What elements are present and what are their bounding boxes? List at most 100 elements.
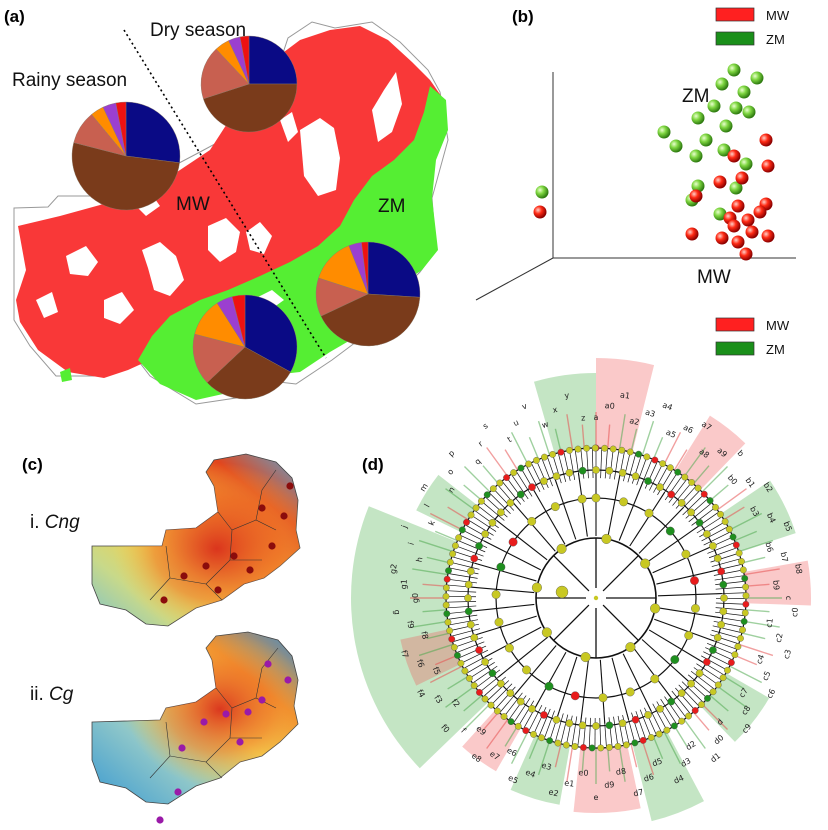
clade-label: l — [423, 503, 432, 509]
clade-stick — [641, 740, 655, 776]
tree-node — [455, 534, 463, 542]
tree-node — [717, 620, 726, 629]
tree-branch — [613, 716, 619, 747]
tree-branch — [455, 545, 484, 557]
clade-stick — [734, 654, 758, 666]
tree-branch — [475, 615, 537, 636]
clade-label: c1 — [765, 618, 775, 629]
zm-sample-point — [742, 105, 756, 119]
zm-sample-point — [719, 119, 733, 133]
tree-node — [556, 543, 567, 554]
tree-node — [514, 722, 522, 730]
tree-node — [703, 658, 711, 666]
tree-branch — [607, 474, 621, 538]
clade-label: c0 — [790, 607, 800, 617]
clade-stick — [745, 583, 770, 587]
tree-node — [644, 508, 654, 518]
tree-branch — [688, 502, 713, 523]
tree-node — [626, 448, 634, 456]
tree-node — [698, 701, 705, 709]
tree-branch — [713, 569, 744, 576]
tree-node — [442, 593, 450, 600]
cng-sites — [160, 482, 294, 604]
tree-node — [546, 737, 554, 745]
clade-stick — [581, 747, 585, 772]
tree-branch — [510, 474, 529, 500]
rainy-season-label: Rainy season — [12, 70, 127, 91]
cng-borders — [149, 469, 277, 601]
tree-node — [565, 719, 574, 728]
tree-node — [507, 718, 515, 726]
tree-node — [446, 558, 454, 566]
tree-node — [466, 620, 475, 629]
pie-slice — [361, 241, 369, 295]
clade-label: h — [415, 556, 425, 563]
tree-node — [464, 580, 473, 589]
tree-branch — [450, 628, 481, 637]
clade-label: e0 — [578, 768, 589, 778]
tree-branch — [682, 493, 705, 516]
tree-branch — [538, 708, 551, 737]
clade-label: c3 — [782, 648, 793, 660]
panel-c: (c) — [22, 453, 301, 824]
tree-node — [647, 734, 655, 741]
clade-label: c4 — [755, 653, 767, 665]
clade-stick — [463, 484, 483, 502]
tree-node — [549, 451, 557, 458]
tree-branch — [646, 525, 700, 563]
tree-node — [522, 727, 530, 734]
tree-branch — [678, 684, 700, 707]
tree-node — [522, 665, 531, 675]
cg-site-dot — [178, 744, 186, 752]
tree-node — [640, 558, 651, 569]
clade-stick — [734, 530, 758, 542]
tree-branch — [513, 697, 531, 724]
clade-label: f7 — [399, 649, 410, 659]
tree-branch — [554, 478, 577, 540]
tree-branch — [528, 704, 543, 733]
clade-stick — [566, 746, 574, 782]
tree-node — [578, 466, 587, 475]
cng-label: i. Cng — [30, 512, 80, 533]
tree-node — [720, 594, 728, 602]
clade-stick — [738, 643, 774, 657]
tree-branch — [534, 651, 567, 709]
zm-sample-point — [707, 99, 721, 113]
tree-node — [738, 558, 745, 565]
lake-3 — [142, 242, 184, 296]
clade-stick — [418, 643, 454, 657]
tree-node — [631, 739, 639, 747]
tree-node — [618, 719, 627, 728]
clade-label: q — [473, 457, 483, 467]
tree-branch — [577, 473, 588, 537]
clade-label: g0 — [411, 593, 420, 603]
tree-node — [494, 617, 504, 627]
clade-highlight — [573, 744, 641, 813]
clade-label: c7 — [737, 686, 750, 699]
tree-node — [487, 701, 495, 709]
tree-node — [670, 655, 680, 664]
legend-d-mw-label: MW — [766, 318, 790, 333]
tree-node — [643, 453, 651, 461]
tree-node — [729, 533, 737, 541]
tree-branch — [599, 659, 606, 724]
tree-node — [644, 711, 652, 719]
tree-node — [448, 635, 456, 643]
tree-node — [598, 693, 608, 703]
clade-label: o — [446, 467, 456, 477]
tree-node — [712, 503, 719, 511]
pie-slice — [231, 294, 246, 348]
tree-branch — [632, 647, 673, 699]
clade-label: t — [506, 435, 513, 444]
tree-node — [475, 646, 483, 654]
tree-branch — [635, 711, 647, 740]
cg-site-dot — [264, 660, 272, 668]
clade-label: m — [418, 482, 430, 494]
tree-branch — [715, 607, 746, 611]
tree-node — [443, 575, 451, 583]
pie-slice — [320, 293, 421, 347]
tree-branch — [469, 662, 495, 679]
tree-branch — [446, 601, 477, 603]
clade-stick — [554, 743, 562, 768]
tree-branch — [604, 448, 608, 479]
